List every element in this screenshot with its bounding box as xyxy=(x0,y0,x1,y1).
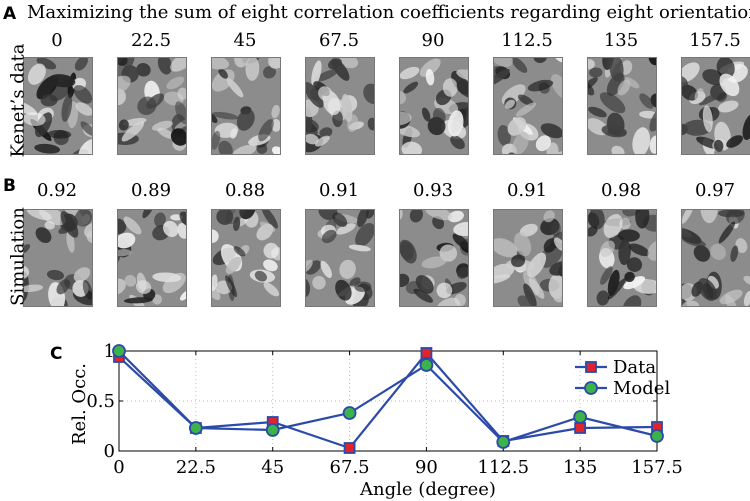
kenet-data-patch xyxy=(211,57,281,155)
data-point-model xyxy=(650,429,664,443)
x-axis-label: Angle (degree) xyxy=(359,479,496,500)
simulation-patch xyxy=(399,209,469,307)
orientation-label: 90 xyxy=(421,30,445,51)
simulation-patch xyxy=(23,209,93,307)
row-label-simulation: Simulation xyxy=(7,207,29,306)
orientation-label: 135 xyxy=(603,30,639,51)
correlation-coefficient: 0.88 xyxy=(224,180,266,201)
x-tick-label: 67.5 xyxy=(330,457,370,478)
y-tick-label: 0.5 xyxy=(86,391,115,412)
correlation-coefficient: 0.97 xyxy=(694,180,736,201)
panel-c-label: C xyxy=(50,344,63,364)
kenet-data-patch xyxy=(399,57,469,155)
kenet-data-patch xyxy=(305,57,375,155)
x-tick-label: 157.5 xyxy=(631,457,683,478)
data-point-model xyxy=(496,435,511,449)
y-tick-label: 1 xyxy=(104,341,115,362)
x-tick-label: 112.5 xyxy=(478,457,530,478)
data-point-model xyxy=(112,344,126,358)
kenet-data-patch xyxy=(117,57,187,155)
y-tick-label: 0 xyxy=(104,441,115,462)
correlation-coefficient: 0.91 xyxy=(318,180,360,201)
legend-marker-data xyxy=(585,361,597,373)
simulation-patch xyxy=(211,209,281,307)
data-point-model xyxy=(342,406,357,420)
orientation-label: 45 xyxy=(233,30,257,51)
legend-label-data: Data xyxy=(613,357,656,378)
series-line-data xyxy=(118,351,658,450)
kenet-data-patch xyxy=(23,57,93,155)
panel-a-label: A xyxy=(3,4,17,24)
relative-occurrence-chart: 0 22.5 45 67.5 90 112.5 135 157.5 0 0.5 1 Angle (de… xyxy=(69,341,683,500)
series-line-model xyxy=(118,350,658,444)
correlation-coefficient: 0.89 xyxy=(130,180,172,201)
simulation-patch xyxy=(493,209,563,307)
data-point-data xyxy=(574,422,587,434)
x-tick-label: 45 xyxy=(261,457,284,478)
simulation-patch xyxy=(305,209,375,307)
data-point-data xyxy=(343,442,356,454)
data-point-model xyxy=(573,410,588,424)
legend-label-model: Model xyxy=(613,378,670,399)
kenet-data-patch xyxy=(681,57,750,155)
data-point-model xyxy=(419,358,434,372)
orientation-label: 67.5 xyxy=(318,30,360,51)
simulation-patch xyxy=(587,209,657,307)
orientation-label: 0 xyxy=(51,30,63,51)
data-point-model xyxy=(188,421,203,435)
correlation-coefficient: 0.93 xyxy=(412,180,454,201)
x-tick-label: 22.5 xyxy=(176,457,216,478)
orientation-label: 22.5 xyxy=(130,30,172,51)
kenet-data-patch xyxy=(587,57,657,155)
y-axis-label: Rel. Occ. xyxy=(69,363,90,445)
data-point-data xyxy=(420,347,433,359)
data-point-model xyxy=(265,423,280,437)
x-tick-label: 0 xyxy=(113,457,124,478)
panel-b-label: B xyxy=(3,176,16,196)
simulation-patch xyxy=(117,209,187,307)
x-tick-label: 90 xyxy=(415,457,438,478)
kenet-data-patch xyxy=(493,57,563,155)
row-label-kenet-data: Kenet’s data xyxy=(7,43,29,158)
correlation-coefficient: 0.91 xyxy=(506,180,548,201)
legend-marker-model xyxy=(584,381,598,395)
orientation-label: 157.5 xyxy=(689,30,741,51)
simulation-patch xyxy=(681,209,750,307)
figure-title: Maximizing the sum of eight correlation … xyxy=(27,2,750,23)
correlation-coefficient: 0.98 xyxy=(600,180,642,201)
orientation-label: 112.5 xyxy=(501,30,553,51)
correlation-coefficient: 0.92 xyxy=(36,180,78,201)
x-tick-label: 135 xyxy=(563,457,597,478)
